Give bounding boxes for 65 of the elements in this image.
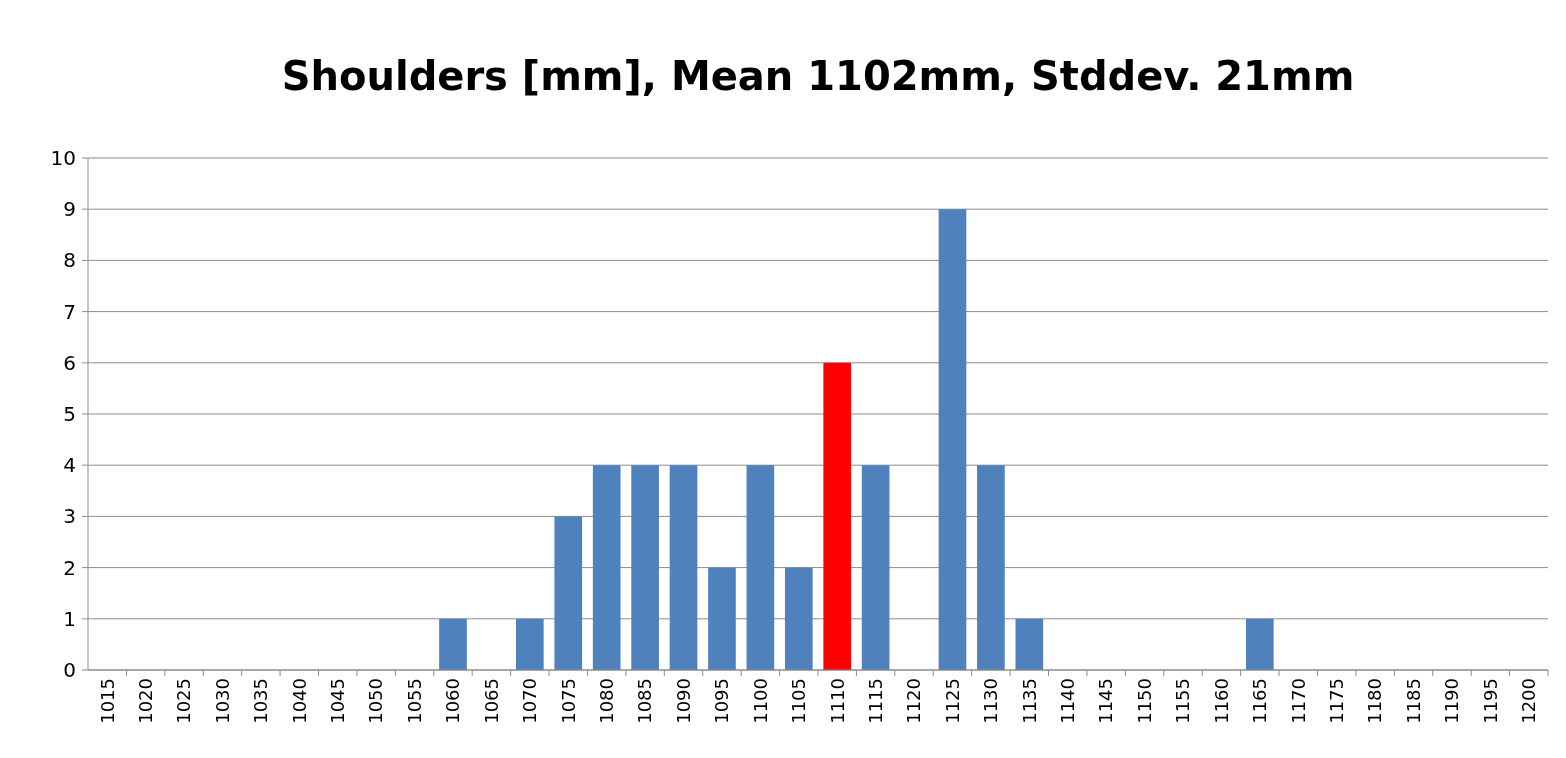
- x-tick-label: 1135: [1018, 678, 1040, 724]
- x-tick-label: 1085: [634, 678, 656, 724]
- y-tick-label: 6: [63, 350, 76, 375]
- x-tick-label: 1065: [480, 678, 502, 724]
- x-tick-label: 1105: [788, 678, 810, 724]
- y-tick-label: 1: [63, 606, 76, 631]
- x-tick-label: 1030: [211, 678, 233, 724]
- x-tick-label: 1170: [1287, 678, 1309, 724]
- x-tick-label: 1180: [1364, 678, 1386, 724]
- bar: [439, 618, 467, 670]
- x-tick-label: 1200: [1518, 678, 1540, 724]
- bar: [977, 465, 1005, 670]
- y-tick-label: 8: [63, 248, 76, 273]
- x-tick-label: 1155: [1172, 678, 1194, 724]
- bar: [708, 567, 736, 670]
- bar: [938, 209, 967, 670]
- x-tick-label: 1060: [442, 678, 464, 724]
- y-tick-label: 7: [63, 299, 76, 324]
- y-tick-label: 3: [63, 504, 76, 529]
- x-tick-label: 1045: [327, 678, 349, 724]
- x-tick-label: 1040: [288, 678, 310, 724]
- x-tick-label: 1100: [749, 678, 771, 724]
- y-tick-label: 4: [63, 453, 76, 478]
- bar: [746, 465, 775, 670]
- x-tick-label: 1130: [980, 678, 1002, 724]
- x-tick-label: 1075: [557, 678, 579, 724]
- chart-title: Shoulders [mm], Mean 1102mm, Stddev. 21mm: [281, 53, 1355, 99]
- x-tick-label: 1185: [1402, 678, 1424, 724]
- x-tick-label: 1035: [250, 678, 272, 724]
- bar: [669, 465, 698, 670]
- y-tick-label: 2: [63, 555, 76, 580]
- bar: [554, 516, 583, 670]
- x-tick-label: 1115: [864, 678, 886, 724]
- x-tick-label: 1165: [1249, 678, 1271, 724]
- bar: [823, 362, 852, 670]
- bar: [861, 465, 890, 670]
- x-tick-label: 1140: [1057, 678, 1079, 724]
- x-tick-label: 1025: [173, 678, 195, 724]
- bar: [1246, 618, 1274, 670]
- x-tick-label: 1120: [903, 678, 925, 724]
- x-tick-label: 1150: [1133, 678, 1155, 724]
- bar: [784, 567, 813, 670]
- y-tick-label: 9: [63, 197, 76, 222]
- x-tick-label: 1175: [1325, 678, 1347, 724]
- x-tick-label: 1020: [134, 678, 156, 724]
- x-tick-label: 1070: [519, 678, 541, 724]
- y-tick-label: 10: [50, 146, 76, 170]
- y-tick-label: 5: [63, 402, 76, 426]
- bar: [592, 465, 621, 670]
- bar: [631, 465, 659, 670]
- x-tick-label: 1195: [1479, 678, 1501, 724]
- x-tick-label: 1080: [595, 678, 617, 724]
- bar: [1015, 618, 1044, 670]
- y-tick-label: 0: [63, 658, 76, 682]
- x-tick-label: 1190: [1441, 678, 1463, 724]
- x-tick-label: 1050: [365, 678, 387, 724]
- x-tick-label: 1090: [672, 678, 694, 724]
- x-tick-label: 1145: [1095, 678, 1117, 724]
- x-tick-label: 1015: [96, 678, 118, 724]
- x-tick-label: 1110: [826, 678, 848, 724]
- x-tick-label: 1125: [941, 678, 963, 724]
- x-tick-label: 1095: [711, 678, 733, 724]
- x-tick-label: 1160: [1210, 678, 1232, 724]
- x-tick-label: 1055: [403, 678, 425, 724]
- bar: [516, 618, 544, 670]
